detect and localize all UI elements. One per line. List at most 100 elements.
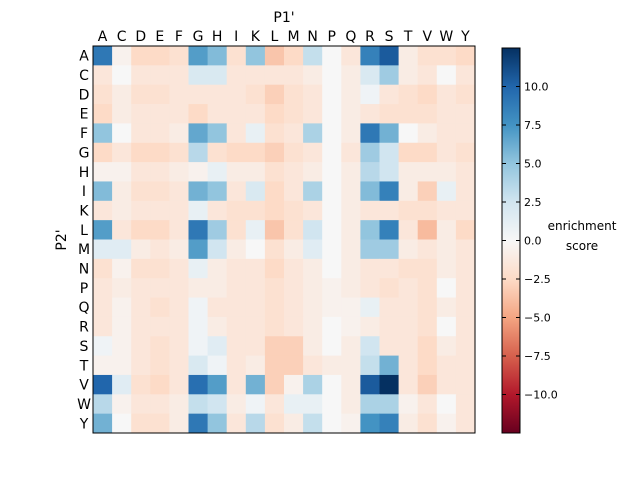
heatmap-cell-M-Y — [455, 239, 476, 260]
heatmap-cell-D-L — [264, 84, 285, 105]
heatmap-cell-G-Y — [455, 142, 476, 163]
colorbar-tick-label: 2.5 — [524, 196, 542, 209]
heatmap-cell-T-F — [169, 355, 189, 376]
heatmap-cell-E-D — [131, 104, 151, 124]
heatmap-cell-N-Q — [341, 258, 361, 279]
heatmap-cell-V-S — [379, 374, 400, 395]
heatmap-cell-W-Y — [455, 394, 476, 415]
heatmap-cell-V-D — [131, 374, 151, 395]
heatmap-cell-M-V — [417, 239, 438, 260]
heatmap-cell-K-P — [322, 200, 342, 221]
heatmap-cell-E-K — [245, 104, 266, 124]
heatmap-cell-F-G — [188, 123, 209, 144]
heatmap-cell-S-T — [398, 336, 419, 357]
heatmap-cell-G-L — [264, 142, 285, 163]
heatmap-cell-Q-H — [207, 297, 228, 318]
heatmap-cell-E-N — [303, 104, 323, 124]
heatmap-cell-T-Q — [341, 355, 361, 376]
heatmap-cell-L-S — [379, 220, 400, 240]
x-axis-label: P1' — [273, 10, 294, 26]
heatmap-cell-P-R — [360, 278, 380, 299]
heatmap-cell-Y-K — [245, 413, 266, 434]
heatmap-cell-L-H — [207, 220, 228, 240]
heatmap-cell-S-W — [436, 336, 457, 357]
heatmap-cell-I-P — [322, 181, 342, 202]
heatmap-cell-L-N — [303, 220, 323, 240]
heatmap-cell-L-C — [112, 220, 132, 240]
heatmap-cell-I-S — [379, 181, 400, 202]
heatmap-cell-A-L — [264, 46, 285, 66]
y-tick-label: Y — [79, 416, 89, 432]
heatmap-cell-I-C — [112, 181, 132, 202]
heatmap-cell-I-D — [131, 181, 151, 202]
heatmap-cell-T-V — [417, 355, 438, 376]
heatmap-cell-P-N — [303, 278, 323, 299]
heatmap-cell-C-I — [226, 65, 247, 86]
heatmap-cell-F-Q — [341, 123, 361, 144]
heatmap-cell-I-W — [436, 181, 457, 202]
heatmap-cell-V-F — [169, 374, 189, 395]
heatmap-cell-I-Y — [455, 181, 476, 202]
heatmap-cell-T-E — [150, 355, 170, 376]
y-tick-label: K — [79, 203, 89, 219]
heatmap-cell-I-N — [303, 181, 323, 202]
heatmap-cell-P-K — [245, 278, 266, 299]
heatmap-cell-M-R — [360, 239, 380, 260]
heatmap-cell-M-M — [284, 239, 304, 260]
heatmap-cell-Q-L — [264, 297, 285, 318]
heatmap-cell-P-V — [417, 278, 438, 299]
y-tick-label: R — [79, 320, 89, 336]
heatmap-cell-I-M — [284, 181, 304, 202]
heatmap-cell-S-K — [245, 336, 266, 357]
heatmap-cell-Q-G — [188, 297, 209, 318]
heatmap-cell-V-I — [226, 374, 247, 395]
heatmap-cell-R-Q — [341, 316, 361, 337]
heatmap-cell-A-P — [322, 46, 342, 66]
heatmap-cell-G-K — [245, 142, 266, 163]
heatmap-cell-E-T — [398, 104, 419, 124]
heatmap-cell-V-P — [322, 374, 342, 395]
heatmap-cell-K-S — [379, 200, 400, 221]
heatmap-cell-W-V — [417, 394, 438, 415]
heatmap-cell-W-Q — [341, 394, 361, 415]
x-tick-label: P — [328, 29, 336, 45]
y-tick-label: W — [77, 397, 91, 413]
heatmap-cell-L-M — [284, 220, 304, 240]
heatmap-cell-K-R — [360, 200, 380, 221]
heatmap-cell-Y-N — [303, 413, 323, 434]
heatmap-cell-P-A — [93, 278, 113, 299]
heatmap-cell-T-S — [379, 355, 400, 376]
heatmap-cell-M-W — [436, 239, 457, 260]
heatmap-cell-A-R — [360, 46, 380, 66]
heatmap-cell-P-H — [207, 278, 228, 299]
heatmap-cell-K-E — [150, 200, 170, 221]
heatmap-cell-M-N — [303, 239, 323, 260]
x-tick-label: A — [98, 29, 108, 45]
heatmap-cell-S-L — [264, 336, 285, 357]
heatmap-cell-L-T — [398, 220, 419, 240]
heatmap-cell-T-G — [188, 355, 209, 376]
heatmap-cell-L-F — [169, 220, 189, 240]
heatmap-cell-T-W — [436, 355, 457, 376]
heatmap-cell-E-S — [379, 104, 400, 124]
heatmap-cell-H-L — [264, 162, 285, 182]
heatmap-cell-Q-A — [93, 297, 113, 318]
heatmap-cell-G-D — [131, 142, 151, 163]
x-tick-label: H — [212, 29, 223, 45]
heatmap-cell-M-A — [93, 239, 113, 260]
heatmap-cell-P-P — [322, 278, 342, 299]
heatmap-cell-R-R — [360, 316, 380, 337]
heatmap-cell-E-G — [188, 104, 209, 124]
heatmap-cell-R-Y — [455, 316, 476, 337]
heatmap-cell-I-H — [207, 181, 228, 202]
heatmap-cell-R-G — [188, 316, 209, 337]
heatmap-cell-H-W — [436, 162, 457, 182]
heatmap-cell-H-Q — [341, 162, 361, 182]
heatmap-cell-G-Q — [341, 142, 361, 163]
heatmap-cell-P-W — [436, 278, 457, 299]
heatmap-cell-I-I — [226, 181, 247, 202]
colorbar-tick-label: −10.0 — [524, 389, 558, 402]
heatmap-cell-R-F — [169, 316, 189, 337]
